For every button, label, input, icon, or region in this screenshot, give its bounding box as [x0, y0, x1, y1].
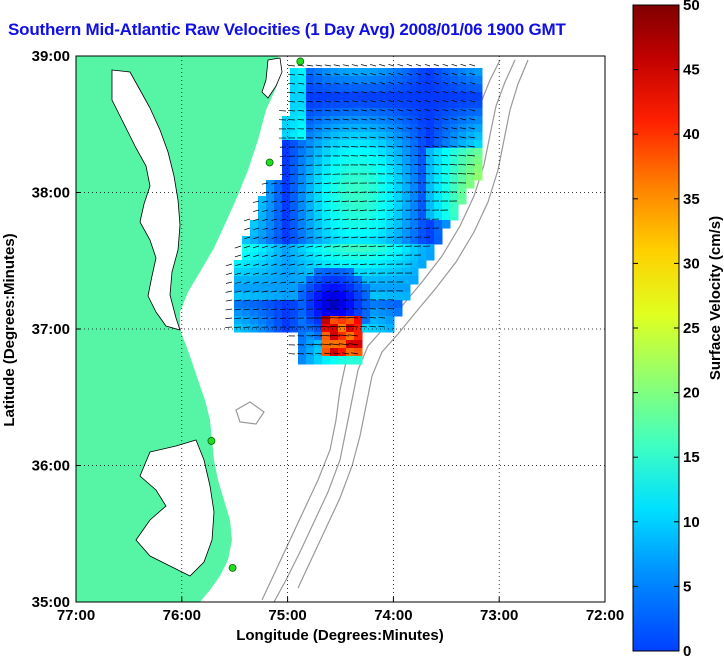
colorbar-tick-label: 5 [683, 578, 691, 595]
radar-station-marker [208, 437, 215, 444]
x-tick-label: 73:00 [480, 607, 518, 624]
colorbar-tick-label: 25 [683, 320, 700, 337]
y-tick-label: 38:00 [32, 185, 70, 202]
colorbar-tick-label: 0 [683, 643, 691, 659]
radar-station-marker [297, 58, 304, 65]
colorbar-label: Surface Velocity (cm/s) [707, 216, 724, 380]
colorbar-tick-label: 15 [683, 449, 700, 466]
colorbar-tick-label: 45 [683, 62, 700, 79]
y-tick-label: 35:00 [32, 594, 70, 611]
x-tick-label: 76:00 [163, 607, 201, 624]
colorbar-tick-label: 20 [683, 385, 700, 402]
colorbar-tick-label: 40 [683, 126, 700, 143]
x-axis-label: Longitude (Degrees:Minutes) [236, 627, 444, 644]
y-axis-ticks: 39:00 38:00 37:00 36:00 35:00 [32, 48, 81, 611]
x-tick-label: 72:00 [586, 607, 624, 624]
colorbar [633, 5, 679, 651]
radar-station-marker [229, 564, 236, 571]
y-tick-label: 36:00 [32, 458, 70, 475]
radar-station-marker [266, 159, 273, 166]
y-axis-label: Latitude (Degrees:Minutes) [1, 233, 18, 426]
x-tick-label: 74:00 [374, 607, 412, 624]
colorbar-tick-label: 30 [683, 255, 700, 272]
plot-area [76, 56, 605, 602]
x-tick-label: 75:00 [268, 607, 306, 624]
y-tick-label: 37:00 [32, 321, 70, 338]
colorbar-tick-label: 35 [683, 191, 700, 208]
colorbar-tick-label: 10 [683, 514, 700, 531]
colorbar-tick-label: 50 [683, 0, 700, 14]
y-tick-label: 39:00 [32, 48, 70, 65]
